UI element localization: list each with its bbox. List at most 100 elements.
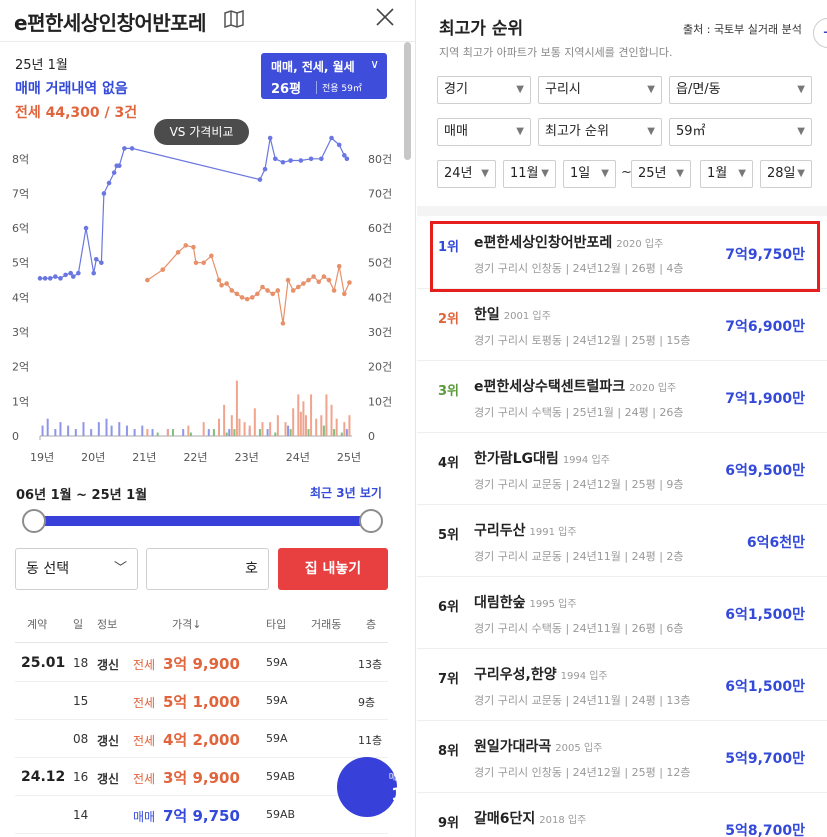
volume-bar-sale xyxy=(46,418,49,436)
ranking-apt-name-text: 갈매6단지 xyxy=(474,811,536,827)
list-home-button[interactable]: 집 내놓기 xyxy=(278,548,388,590)
volume-bar-lease xyxy=(315,418,318,436)
dropdown-arrow-icon: ▼ xyxy=(797,126,805,137)
start-day-select[interactable]: 1일 ▼ xyxy=(563,160,616,188)
ranking-apt-name-text: 구리두산 xyxy=(474,523,526,539)
ranking-item[interactable]: 2위 한일 2001 입주 경기 구리시 토평동 | 24년12월 | 25평 |… xyxy=(417,288,827,360)
range-label: 06년 1월 ~ 25년 1월 xyxy=(16,488,148,503)
listing-count-badge[interactable]: 매물 1 xyxy=(337,757,405,817)
volume-bar-sale xyxy=(182,429,185,436)
scrollbar-thumb[interactable] xyxy=(404,42,411,160)
volume-bar-lease xyxy=(202,422,205,436)
close-icon[interactable] xyxy=(374,6,396,28)
x-tick-label: 22년 xyxy=(183,451,207,464)
sale-series-point xyxy=(272,156,278,162)
recent-3-years-link[interactable]: 최근 3년 보기 xyxy=(310,486,382,500)
map-icon[interactable] xyxy=(224,10,244,28)
ranking-meta: 경기 구리시 토평동 | 24년12월 | 25평 | 15층 xyxy=(474,334,691,347)
row-divider xyxy=(15,681,388,682)
plus-icon[interactable]: + xyxy=(813,18,827,48)
row-deal-kind: 전세 xyxy=(133,696,156,710)
volume-bar-lease xyxy=(320,415,323,436)
lease-series-point xyxy=(285,277,291,283)
ranking-item[interactable]: 6위 대림한숲 1995 입주 경기 구리시 수택동 | 24년11월 | 26평… xyxy=(417,576,827,648)
lease-series-point xyxy=(301,281,306,286)
ranking-price: 7억1,900만 xyxy=(725,391,805,407)
sort-select-value: 최고가 순위 xyxy=(545,124,609,139)
volume-bar-sale xyxy=(105,418,108,436)
end-year-select[interactable]: 25년 ▼ xyxy=(631,160,691,188)
y-left-tick-label: 6억 xyxy=(12,222,29,235)
start-month-select[interactable]: 11월 ▼ xyxy=(503,160,556,188)
y-left-tick-label: 8억 xyxy=(12,153,29,166)
ranking-item[interactable]: 8위 원일가대라곡 2005 입주 경기 구리시 인창동 | 24년12월 | 2… xyxy=(417,720,827,792)
volume-bar-lease xyxy=(230,415,233,436)
ranking-item[interactable]: 7위 구리우성,한양 1994 입주 경기 구리시 교문동 | 24년11월 | … xyxy=(417,648,827,720)
area-select[interactable]: 59㎡ ▼ xyxy=(669,118,812,146)
town-select-value: 읍/면/동 xyxy=(676,82,721,97)
sale-series-point xyxy=(319,156,324,162)
row-floor: 11층 xyxy=(358,734,383,747)
start-year-select[interactable]: 24년 ▼ xyxy=(437,160,496,188)
volume-bar-lease xyxy=(299,411,302,436)
lease-series-point xyxy=(249,295,255,300)
sort-select[interactable]: 최고가 순위 ▼ xyxy=(538,118,662,146)
volume-bar-lease xyxy=(276,415,279,436)
listing-badge-count: 1 xyxy=(391,785,403,805)
deal-type-select[interactable]: 매매 ▼ xyxy=(437,118,531,146)
volume-bar-sale xyxy=(110,425,113,436)
volume-bar-sale xyxy=(54,429,57,436)
range-slider-track[interactable] xyxy=(34,516,372,526)
volume-bar-lease xyxy=(330,404,333,436)
sale-series-point xyxy=(129,146,135,151)
price-compare-button[interactable]: VS 가격비교 xyxy=(154,119,249,145)
end-month-select[interactable]: 1월 ▼ xyxy=(700,160,753,188)
ranking-price: 6억1,500만 xyxy=(725,607,805,623)
town-select[interactable]: 읍/면/동 ▼ xyxy=(669,76,812,104)
col-header-floor: 층 xyxy=(366,618,377,631)
ranking-item[interactable]: 4위 한가람LG대림 1994 입주 경기 구리시 교문동 | 24년12월 | … xyxy=(417,432,827,504)
ranking-item[interactable]: 3위 e편한세상수택센트럴파크 2020 입주 경기 구리시 수택동 | 25년1… xyxy=(417,360,827,432)
ho-input[interactable]: 호 xyxy=(146,548,269,590)
sale-series-point xyxy=(42,276,48,281)
ranking-item[interactable]: 9위 갈매6단지 2018 입주 5억8,700만 xyxy=(417,792,827,837)
province-select[interactable]: 경기 ▼ xyxy=(437,76,531,104)
ranking-item[interactable]: 5위 구리두산 1991 입주 경기 구리시 교문동 | 24년11월 | 24평… xyxy=(417,504,827,576)
end-day-select[interactable]: 28일 ▼ xyxy=(760,160,812,188)
ranking-rank: 4위 xyxy=(438,456,460,471)
lease-series-point xyxy=(270,291,276,297)
volume-bar-sale xyxy=(287,425,290,436)
ranking-rank: 9위 xyxy=(438,816,460,831)
y-left-tick-label: 2억 xyxy=(12,361,29,374)
ranking-rank: 1위 xyxy=(438,240,460,255)
deal-type-filter-button[interactable]: 매매, 전세, 월세 ∨ 26평 전용 59㎡ xyxy=(261,53,387,99)
ranking-divider xyxy=(417,792,827,793)
range-slider-end-handle[interactable] xyxy=(359,509,383,533)
sale-series-point xyxy=(70,274,76,279)
x-tick-label: 19년 xyxy=(30,451,54,464)
y-right-tick-label: 10건 xyxy=(368,395,392,408)
ranking-apt-name: e편한세상인창어반포레 2020 입주 xyxy=(474,232,663,252)
col-header-contract: 계약 xyxy=(27,618,48,631)
volume-bar-sale xyxy=(125,425,128,436)
sale-series-point xyxy=(298,158,304,163)
ranking-item[interactable]: 1위 e편한세상인창어반포레 2020 입주 경기 구리시 인창동 | 24년12… xyxy=(417,216,827,288)
lease-summary: 전세 44,300 / 3건 xyxy=(15,105,138,121)
volume-bar-lease xyxy=(253,408,256,436)
dong-select[interactable]: 동 선택 ﹀ xyxy=(15,548,138,590)
listing-badge-label: 매물 xyxy=(388,773,406,783)
y-right-tick-label: 20건 xyxy=(368,361,392,374)
ranking-divider xyxy=(417,504,827,505)
price-chart[interactable]: 0 1억 2억 3억 4억 5억 6억 7억 8억 0 10건 20건 30건 40건 50건 60건 70건 8… xyxy=(0,130,410,470)
row-price: 4억 2,000 xyxy=(163,731,240,749)
start-day-value: 1일 xyxy=(570,166,591,181)
sale-series-point xyxy=(53,274,58,279)
ranking-meta: 경기 구리시 수택동 | 25년1월 | 24평 | 26층 xyxy=(474,406,684,419)
volume-bar-lease xyxy=(310,394,313,436)
city-select[interactable]: 구리시 ▼ xyxy=(538,76,662,104)
x-tick-label: 21년 xyxy=(132,451,156,464)
ranking-rank: 6위 xyxy=(438,600,460,615)
col-header-price[interactable]: 가격↓ xyxy=(172,618,202,631)
range-slider-start-handle[interactable] xyxy=(22,509,46,533)
y-left-tick-label: 5억 xyxy=(12,257,29,270)
